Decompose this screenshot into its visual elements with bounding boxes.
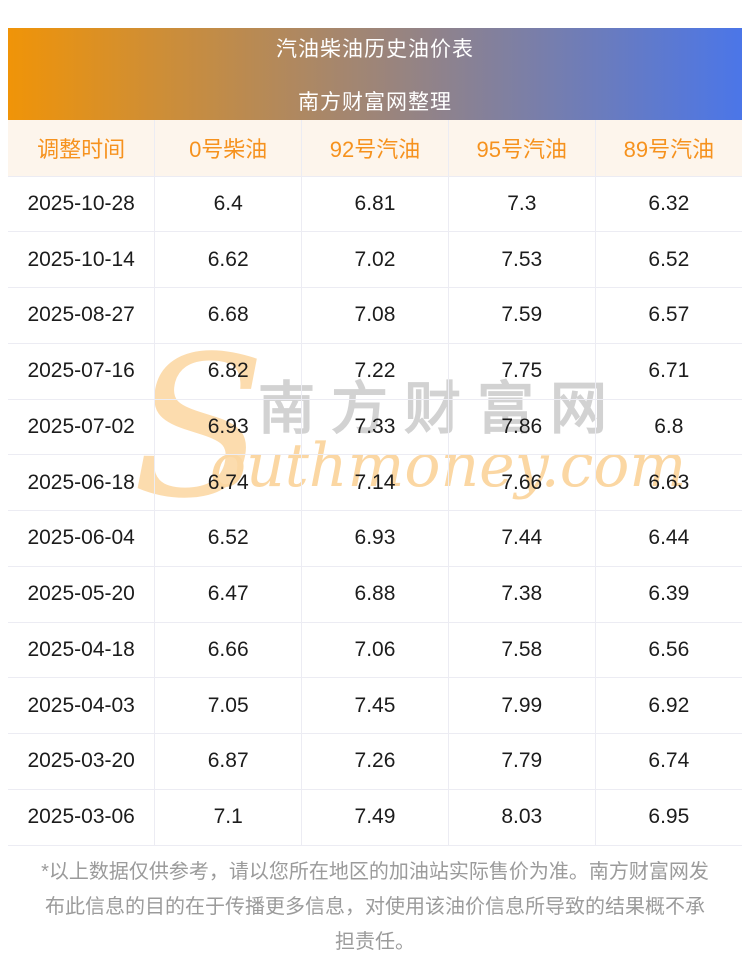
price-cell: 7.58: [448, 622, 596, 679]
table-row: 2025-07-02 6.93 7.33 7.86 6.8: [8, 399, 742, 456]
table-body: 2025-10-28 6.4 6.81 7.3 6.32 2025-10-14 6.62 7.…: [8, 176, 742, 846]
price-cell: 6.32: [595, 176, 742, 233]
price-cell: 6.92: [595, 677, 742, 734]
price-cell: 6.95: [595, 789, 742, 846]
price-cell: 7.26: [301, 733, 449, 790]
banner-title: 汽油柴油历史油价表: [276, 37, 474, 61]
column-header: 95号汽油: [448, 120, 596, 177]
price-cell: 6.8: [595, 399, 742, 456]
price-cell: 7.02: [301, 231, 449, 288]
column-header: 0号柴油: [154, 120, 303, 177]
table-row: 2025-06-04 6.52 6.93 7.44 6.44: [8, 510, 742, 567]
price-cell: 6.66: [154, 622, 303, 679]
disclaimer-text: *以上数据仅供参考，请以您所在地区的加油站实际售价为准。南方财富网发布此信息的目…: [41, 861, 709, 953]
price-cell: 7.44: [448, 510, 596, 567]
price-cell: 6.52: [154, 510, 303, 567]
price-cell: 7.3: [448, 176, 596, 233]
price-cell: 7.14: [301, 454, 449, 511]
date-cell: 2025-08-27: [8, 287, 156, 344]
price-cell: 6.39: [595, 566, 742, 623]
price-cell: 6.93: [301, 510, 449, 567]
price-cell: 6.56: [595, 622, 742, 679]
table-row: 2025-03-06 7.1 7.49 8.03 6.95: [8, 789, 742, 846]
table-row: 2025-06-18 6.74 7.14 7.66 6.63: [8, 454, 742, 511]
price-cell: 6.88: [301, 566, 449, 623]
price-cell: 6.47: [154, 566, 303, 623]
header-row: 调整时间 0号柴油 92号汽油 95号汽油 89号汽油: [8, 120, 742, 177]
price-cell: 6.44: [595, 510, 742, 567]
price-cell: 7.49: [301, 789, 449, 846]
price-cell: 6.74: [154, 454, 303, 511]
price-cell: 6.4: [154, 176, 303, 233]
price-cell: 6.68: [154, 287, 303, 344]
price-cell: 6.63: [595, 454, 742, 511]
price-cell: 7.1: [154, 789, 303, 846]
price-cell: 7.79: [448, 733, 596, 790]
price-cell: 7.53: [448, 231, 596, 288]
price-cell: 7.75: [448, 343, 596, 400]
price-cell: 6.87: [154, 733, 303, 790]
price-cell: 7.59: [448, 287, 596, 344]
price-cell: 8.03: [448, 789, 596, 846]
table-row: 2025-10-14 6.62 7.02 7.53 6.52: [8, 231, 742, 288]
price-cell: 6.81: [301, 176, 449, 233]
price-cell: 7.45: [301, 677, 449, 734]
column-header: 调整时间: [8, 120, 156, 177]
price-table: 调整时间 0号柴油 92号汽油 95号汽油 89号汽油 2025-10-28 6.4 6.8…: [8, 120, 742, 846]
date-cell: 2025-06-04: [8, 510, 156, 567]
date-cell: 2025-03-20: [8, 733, 156, 790]
price-cell: 7.06: [301, 622, 449, 679]
date-cell: 2025-07-02: [8, 399, 156, 456]
price-cell: 7.38: [448, 566, 596, 623]
price-cell: 7.08: [301, 287, 449, 344]
price-cell: 6.71: [595, 343, 742, 400]
date-cell: 2025-06-18: [8, 454, 156, 511]
price-cell: 7.66: [448, 454, 596, 511]
date-cell: 2025-05-20: [8, 566, 156, 623]
date-cell: 2025-03-06: [8, 789, 156, 846]
date-cell: 2025-10-28: [8, 176, 156, 233]
price-cell: 7.33: [301, 399, 449, 456]
price-cell: 6.93: [154, 399, 303, 456]
date-cell: 2025-10-14: [8, 231, 156, 288]
table-row: 2025-10-28 6.4 6.81 7.3 6.32: [8, 176, 742, 233]
table-row: 2025-08-27 6.68 7.08 7.59 6.57: [8, 287, 742, 344]
table-row: 2025-04-18 6.66 7.06 7.58 6.56: [8, 622, 742, 679]
price-cell: 6.62: [154, 231, 303, 288]
table-row: 2025-04-03 7.05 7.45 7.99 6.92: [8, 677, 742, 734]
table-row: 2025-05-20 6.47 6.88 7.38 6.39: [8, 566, 742, 623]
table-row: 2025-07-16 6.82 7.22 7.75 6.71: [8, 343, 742, 400]
price-cell: 6.82: [154, 343, 303, 400]
date-cell: 2025-04-18: [8, 622, 156, 679]
price-cell: 7.05: [154, 677, 303, 734]
date-cell: 2025-04-03: [8, 677, 156, 734]
price-cell: 7.86: [448, 399, 596, 456]
banner-subtitle: 南方财富网整理: [298, 90, 452, 114]
column-header: 89号汽油: [595, 120, 742, 177]
price-cell: 7.22: [301, 343, 449, 400]
column-header: 92号汽油: [301, 120, 449, 177]
table-row: 2025-03-20 6.87 7.26 7.79 6.74: [8, 733, 742, 790]
date-cell: 2025-07-16: [8, 343, 156, 400]
price-cell: 7.99: [448, 677, 596, 734]
banner: 汽油柴油历史油价表 南方财富网整理: [8, 28, 742, 120]
table-head: 调整时间 0号柴油 92号汽油 95号汽油 89号汽油: [8, 120, 742, 177]
price-cell: 6.52: [595, 231, 742, 288]
price-cell: 6.74: [595, 733, 742, 790]
price-cell: 6.57: [595, 287, 742, 344]
